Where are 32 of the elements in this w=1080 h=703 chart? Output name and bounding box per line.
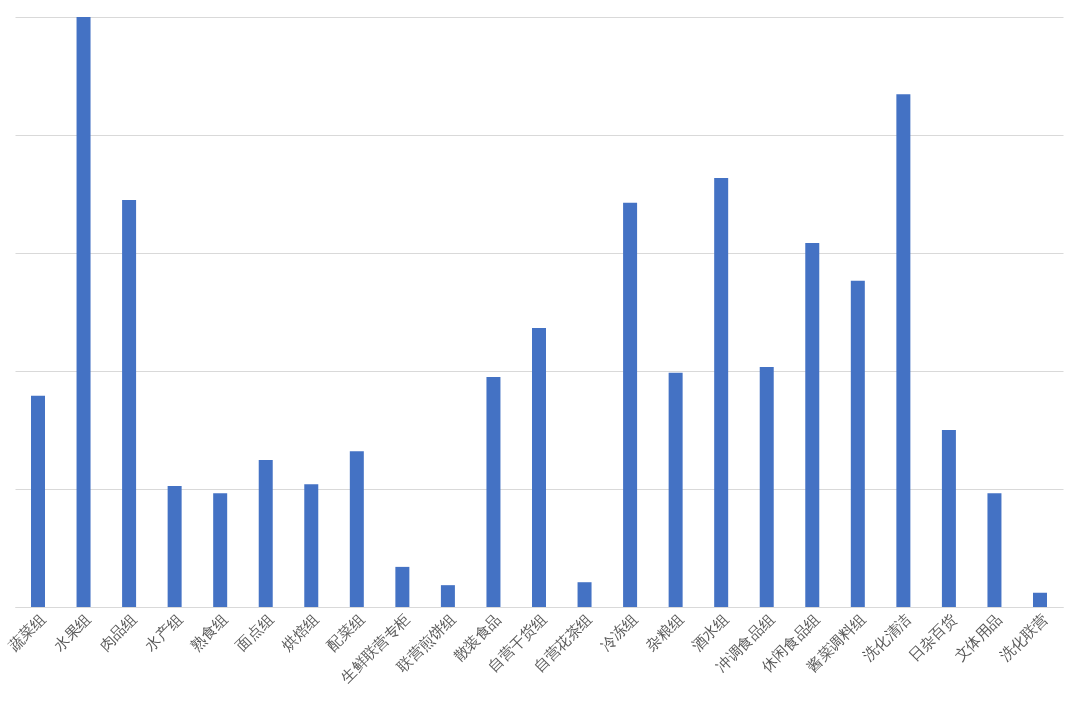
bar [213,493,228,607]
x-tick-label: 水产组 [141,610,186,655]
bar [31,395,45,607]
bar [1033,592,1047,607]
x-tick-label: 面点组 [232,610,278,655]
bar [122,199,137,607]
bar [759,366,774,607]
bar [349,451,364,607]
bar [941,430,956,607]
x-tick-label: 水果组 [50,610,95,655]
x-tick-label: 冷冻组 [596,610,642,655]
bar [714,178,729,607]
x-tick-label: 蔬菜组 [4,610,50,655]
bar [987,493,1002,607]
bar [440,585,455,607]
bar [577,582,592,607]
bar [805,242,820,607]
bar [486,376,501,607]
bar [395,566,410,607]
x-tick-label: 杂粮组 [642,610,687,655]
bar [167,486,182,607]
x-tick-label: 肉品组 [95,610,141,655]
x-tick-label: 烘焙组 [278,610,323,655]
bar [850,280,865,607]
bar [896,94,911,607]
x-tick-label: 熟食组 [186,610,232,655]
bar [668,372,683,607]
bar [532,327,546,607]
bar [76,17,91,607]
bar [258,460,273,607]
bar [304,484,319,607]
bar [623,202,638,607]
